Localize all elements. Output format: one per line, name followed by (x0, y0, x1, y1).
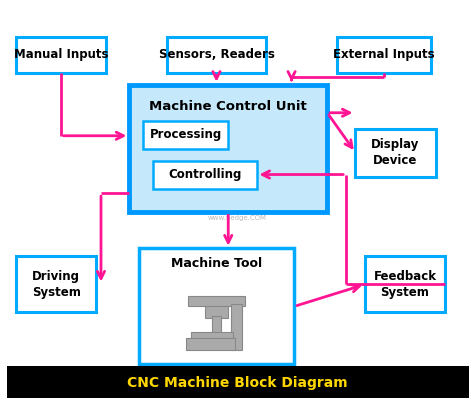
FancyBboxPatch shape (191, 332, 233, 338)
Text: Display
Device: Display Device (371, 138, 420, 167)
FancyBboxPatch shape (16, 36, 106, 73)
Text: CNC Machine Block Diagram: CNC Machine Block Diagram (128, 376, 348, 390)
Text: Machine Tool: Machine Tool (171, 257, 262, 270)
FancyBboxPatch shape (212, 316, 221, 334)
Text: Driving
System: Driving System (32, 270, 81, 299)
FancyBboxPatch shape (230, 304, 242, 350)
FancyBboxPatch shape (129, 85, 327, 213)
FancyBboxPatch shape (205, 306, 228, 318)
FancyBboxPatch shape (153, 160, 256, 188)
Text: External Inputs: External Inputs (333, 48, 435, 61)
Text: Manual Inputs: Manual Inputs (14, 48, 108, 61)
Text: Processing: Processing (150, 128, 222, 141)
Text: www.fledge.COM: www.fledge.COM (208, 215, 267, 221)
FancyBboxPatch shape (188, 296, 245, 306)
Text: Feedback
System: Feedback System (374, 270, 437, 299)
Text: Machine Control Unit: Machine Control Unit (149, 100, 307, 113)
FancyBboxPatch shape (365, 257, 445, 312)
FancyBboxPatch shape (16, 257, 96, 312)
Text: Sensors, Readers: Sensors, Readers (158, 48, 274, 61)
FancyBboxPatch shape (144, 121, 228, 148)
FancyBboxPatch shape (186, 338, 235, 350)
FancyBboxPatch shape (356, 129, 436, 176)
Text: Controlling: Controlling (168, 168, 241, 181)
FancyBboxPatch shape (167, 36, 266, 73)
FancyBboxPatch shape (139, 249, 294, 365)
FancyBboxPatch shape (337, 36, 431, 73)
FancyBboxPatch shape (7, 367, 469, 398)
